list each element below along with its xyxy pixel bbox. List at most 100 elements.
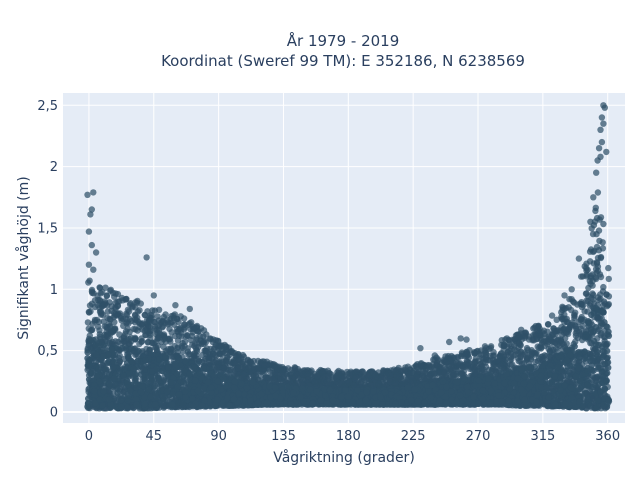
data-point xyxy=(160,331,168,338)
data-point xyxy=(545,321,552,328)
data-point xyxy=(123,336,131,343)
data-point xyxy=(498,341,505,349)
data-point xyxy=(86,302,94,309)
data-point xyxy=(605,264,612,272)
data-point xyxy=(533,349,540,356)
data-point xyxy=(122,331,129,338)
data-point xyxy=(391,379,398,386)
data-point xyxy=(165,346,172,353)
data-point xyxy=(605,275,612,283)
data-point xyxy=(599,245,607,252)
data-point xyxy=(125,308,133,315)
data-point xyxy=(106,299,113,306)
data-point xyxy=(101,301,108,308)
data-points xyxy=(84,102,613,412)
data-point xyxy=(114,290,122,298)
data-point xyxy=(124,325,131,332)
data-point xyxy=(578,300,585,308)
data-point xyxy=(569,319,576,326)
data-point xyxy=(160,335,167,343)
data-point xyxy=(151,307,159,314)
data-point xyxy=(578,273,585,280)
data-point xyxy=(397,376,405,383)
data-point xyxy=(594,254,602,262)
data-point xyxy=(228,347,235,355)
data-point xyxy=(551,327,558,335)
data-point xyxy=(497,362,504,369)
data-point xyxy=(575,318,582,326)
data-point xyxy=(145,338,152,346)
data-point xyxy=(500,352,508,359)
data-point xyxy=(528,349,535,356)
data-point xyxy=(553,316,560,323)
data-point xyxy=(417,361,425,368)
data-point xyxy=(186,320,193,327)
data-point xyxy=(123,319,131,326)
data-point xyxy=(594,314,601,321)
data-point xyxy=(256,367,263,375)
data-point xyxy=(116,298,123,305)
data-point xyxy=(560,340,567,348)
data-point xyxy=(574,334,581,342)
data-point xyxy=(446,365,453,373)
data-point xyxy=(175,332,183,339)
data-point xyxy=(159,323,167,330)
data-point xyxy=(222,363,229,370)
data-point xyxy=(442,358,450,366)
data-point xyxy=(586,277,593,285)
data-point xyxy=(202,347,209,355)
data-point xyxy=(152,330,159,337)
data-point xyxy=(160,343,167,351)
data-point xyxy=(426,363,433,370)
data-point xyxy=(592,207,599,215)
data-point xyxy=(380,367,387,374)
data-point xyxy=(578,313,585,321)
data-point xyxy=(131,335,139,343)
data-point xyxy=(122,296,129,303)
data-point xyxy=(134,297,141,305)
data-point xyxy=(594,189,602,196)
data-point xyxy=(175,318,182,326)
data-point xyxy=(179,339,186,347)
data-point xyxy=(271,377,278,385)
data-point xyxy=(450,370,457,377)
data-point xyxy=(112,311,119,318)
data-point xyxy=(591,218,599,225)
data-point xyxy=(526,333,533,340)
data-point xyxy=(589,271,596,278)
data-point xyxy=(517,353,524,360)
data-point xyxy=(219,358,226,366)
data-point xyxy=(96,308,104,316)
data-point xyxy=(163,316,171,324)
data-point xyxy=(540,355,547,362)
data-point xyxy=(166,336,173,343)
data-point xyxy=(151,318,158,326)
data-point xyxy=(235,351,242,358)
data-point xyxy=(535,355,543,362)
data-point xyxy=(465,354,473,361)
data-point xyxy=(506,357,514,364)
data-point xyxy=(502,336,509,343)
data-point xyxy=(191,342,198,350)
data-point xyxy=(146,317,153,324)
data-point xyxy=(117,314,125,322)
data-point xyxy=(386,378,393,385)
data-point xyxy=(320,378,327,386)
data-point xyxy=(600,220,607,228)
data-point xyxy=(238,360,245,367)
data-point xyxy=(597,273,605,281)
data-point xyxy=(184,332,191,340)
data-point xyxy=(177,313,184,320)
data-point xyxy=(579,322,586,330)
data-point xyxy=(120,389,127,396)
data-point xyxy=(266,374,274,382)
data-point xyxy=(478,366,485,373)
data-point xyxy=(599,239,606,246)
data-point xyxy=(364,372,372,380)
data-point xyxy=(548,312,556,319)
data-point xyxy=(573,328,581,335)
data-point xyxy=(96,284,103,291)
data-point xyxy=(601,300,609,307)
data-point xyxy=(162,311,169,318)
data-point xyxy=(537,345,545,352)
